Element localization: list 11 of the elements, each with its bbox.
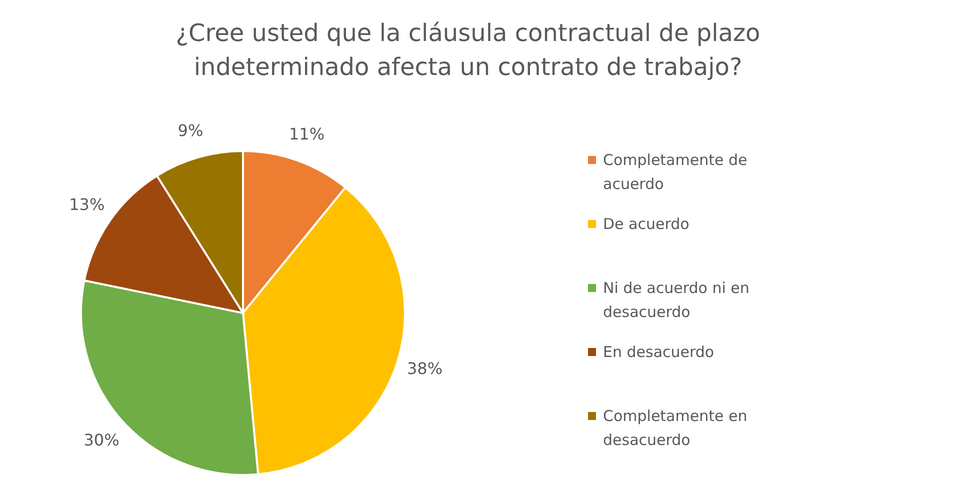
legend-label: Completamente en desacuerdo	[603, 406, 748, 451]
legend-label: Ni de acuerdo ni en desacuerdo	[603, 278, 750, 323]
legend-label: Completamente de acuerdo	[603, 150, 748, 195]
chart-title: ¿Cree usted que la cláusula contractual de plazo indeterminado afecta un contrato de trabajo?	[174, 18, 762, 83]
data-label: 9%	[178, 120, 204, 140]
data-label: 38%	[406, 358, 443, 378]
data-label: 11%	[288, 124, 325, 144]
legend-label: En desacuerdo	[603, 342, 716, 363]
data-label: 13%	[69, 195, 105, 214]
data-label: 30%	[84, 430, 120, 450]
legend-label: De acuerdo	[603, 214, 690, 235]
